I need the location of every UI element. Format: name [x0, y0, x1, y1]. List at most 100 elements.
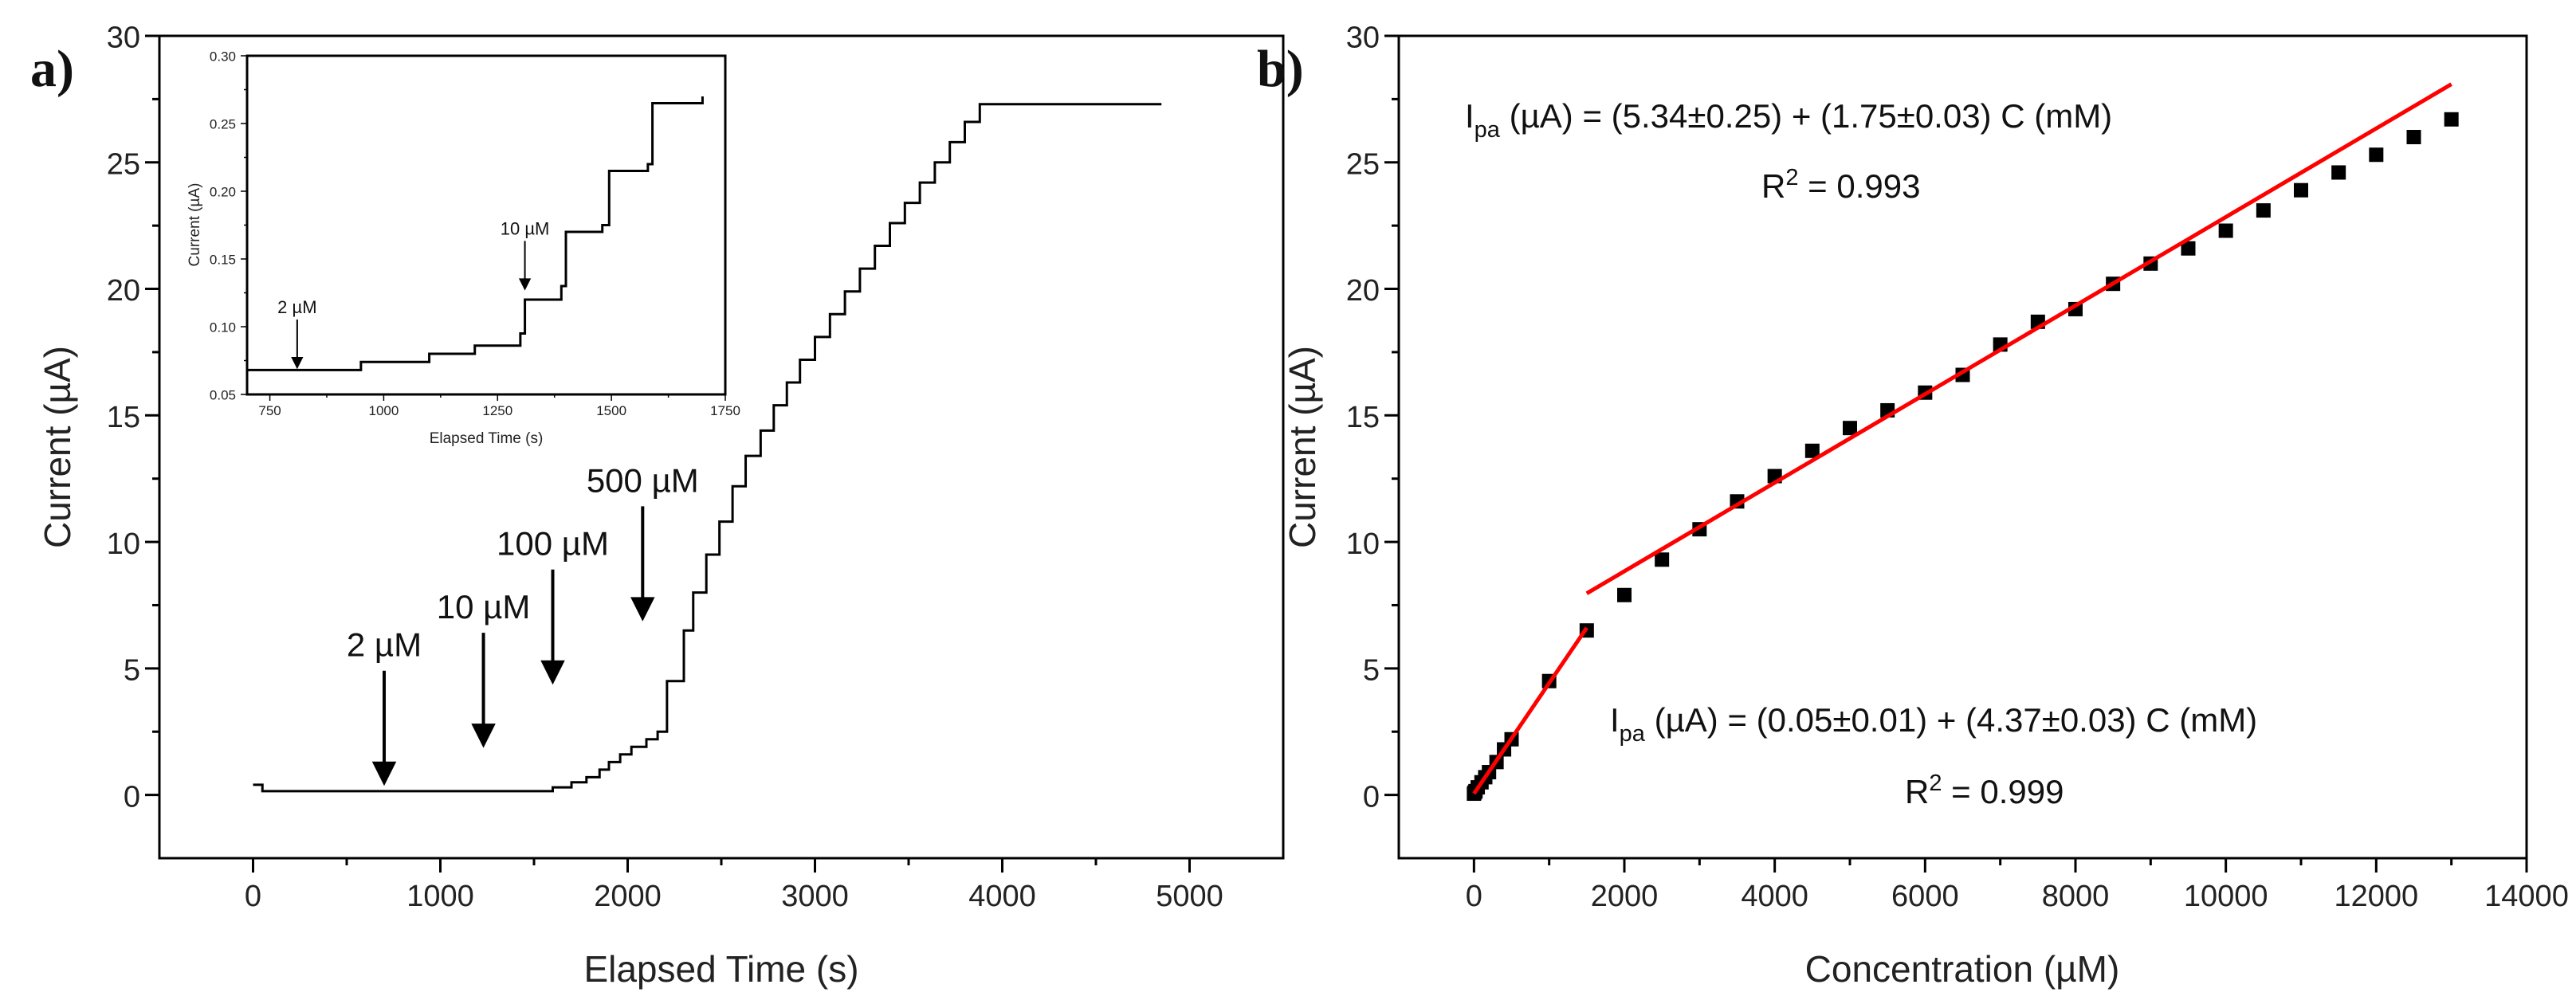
eq-high-r2-sup: 2 [1785, 165, 1798, 190]
y-tick-label-1: 5 [124, 654, 140, 688]
panel-b-data-points [1467, 112, 2459, 802]
panel-b-x-axis-label: Concentration (µM) [1805, 948, 2120, 990]
eq-high-r2-label: R [1761, 167, 1785, 205]
y-tick-label-0: 0 [124, 780, 140, 814]
data-point-31 [2331, 165, 2346, 180]
annotation-2uM-label: 2 µM [347, 626, 422, 664]
annotation-10uM: 10 µM [437, 588, 531, 748]
y-tick-label-5: 0.30 [210, 49, 236, 64]
panel-b-y-ticks: 0 5 10 15 20 25 30 [1346, 22, 1399, 814]
panel-b-frame [1397, 34, 2528, 860]
panel-b-fit-lines [1472, 82, 2452, 795]
equation-low-range: Ipa (µA) = (0.05±0.01) + (4.37±0.03) C (… [1610, 701, 2257, 810]
inset-annotation-10uM-arrow-icon [518, 241, 532, 291]
data-point-32 [2369, 147, 2384, 163]
panel-b-y-axis-label: Current (µA) [1282, 346, 1323, 548]
equation-low-range-text: Ipa (µA) = (0.05±0.01) + (4.37±0.03) C (… [1610, 701, 2257, 747]
panel-b-x-ticks: 0 2000 4000 6000 8000 10000 12000 14000 [1466, 858, 2569, 913]
inset-annotation-2uM-label: 2 µM [277, 297, 316, 317]
panel-a: a) 0 1000 2000 3000 4000 5000 0 5 10 15 20 25 30 El… [30, 22, 1285, 990]
inset-y-ticks: 0.05 0.10 0.15 0.20 0.25 0.30 [210, 49, 247, 402]
y-tick-label-6: 30 [1346, 22, 1380, 55]
inset-y-axis-label: Current (µA) [187, 183, 203, 267]
x-tick-label-4: 8000 [2042, 880, 2110, 913]
y-tick-label-0: 0.05 [210, 387, 236, 402]
inset-x-axis-label: Elapsed Time (s) [430, 430, 544, 447]
equation-high-range-text: Ipa (µA) = (5.34±0.25) + (1.75±0.03) C (… [1465, 97, 2112, 143]
data-point-29 [2256, 203, 2271, 218]
x-tick-label-5: 5000 [1156, 880, 1223, 913]
x-tick-label-2: 4000 [1741, 880, 1808, 913]
y-tick-label-2: 10 [107, 527, 140, 561]
panel-a-annotations: 2 µM 10 µM 100 µM 500 µM [347, 461, 699, 786]
data-point-17 [1804, 443, 1820, 458]
data-point-27 [2181, 241, 2196, 256]
inset-annotation-10uM-label: 10 µM [501, 218, 550, 238]
x-tick-label-4: 1750 [710, 403, 740, 418]
y-tick-label-4: 20 [1346, 274, 1380, 308]
x-tick-label-1: 2000 [1591, 880, 1659, 913]
x-tick-label-4: 4000 [968, 880, 1036, 913]
inset-current-trace [247, 96, 704, 371]
annotation-2uM-arrow-icon [371, 670, 397, 786]
x-tick-label-0: 0 [245, 880, 261, 913]
fit-line-1 [1585, 82, 2452, 595]
eq-low-sub: pa [1620, 721, 1646, 747]
x-tick-label-0: 0 [1466, 880, 1482, 913]
annotation-2uM: 2 µM [347, 626, 422, 786]
x-tick-label-1: 1000 [406, 880, 474, 913]
eq-low-lhs: I [1610, 701, 1620, 739]
inset-annotation-2uM-arrow-icon [291, 320, 304, 370]
y-tick-label-3: 0.20 [210, 184, 236, 199]
eq-high-lhs: I [1465, 97, 1475, 135]
panel-a-inset: 750 1000 1250 1500 1750 0.05 0.10 0.15 0.20 0.25… [187, 49, 740, 447]
y-tick-label-4: 20 [107, 274, 140, 308]
inset-annotation-10uM: 10 µM [501, 218, 550, 291]
y-tick-label-0: 0 [1363, 780, 1380, 814]
annotation-500uM-label: 500 µM [587, 461, 699, 499]
panel-a-current-trace [253, 103, 1162, 793]
panel-a-frame [158, 34, 1285, 860]
annotation-10uM-label: 10 µM [437, 588, 531, 626]
y-tick-label-1: 5 [1363, 654, 1380, 688]
equation-high-range: Ipa (µA) = (5.34±0.25) + (1.75±0.03) C (… [1465, 97, 2112, 205]
fit-line-0 [1472, 626, 1588, 795]
annotation-10uM-arrow-icon [471, 633, 496, 748]
panel-a-y-ticks: 0 5 10 15 20 25 30 [107, 22, 159, 814]
panel-a-y-axis-label: Current (µA) [37, 346, 78, 548]
data-point-34 [2444, 112, 2459, 127]
y-tick-label-3: 15 [1346, 401, 1380, 434]
inset-x-ticks: 750 1000 1250 1500 1750 [258, 394, 740, 418]
data-point-12 [1617, 587, 1632, 602]
panel-b-label: b) [1257, 40, 1304, 98]
annotation-100uM-arrow-icon [540, 569, 565, 685]
equation-high-range-r2: R2 = 0.993 [1761, 165, 1920, 205]
x-tick-label-5: 10000 [2184, 880, 2268, 913]
panel-b: b) 0 2000 4000 6000 8000 10000 12000 14000 0 5 10… [1257, 22, 2569, 990]
eq-low-rhs: (µA) = (0.05±0.01) + (4.37±0.03) C (mM) [1645, 701, 2257, 739]
annotation-100uM-label: 100 µM [497, 525, 609, 563]
annotation-500uM-arrow-icon [630, 506, 655, 622]
data-point-18 [1843, 421, 1857, 436]
x-tick-label-6: 12000 [2334, 880, 2418, 913]
panel-a-x-ticks: 0 1000 2000 3000 4000 5000 [245, 858, 1223, 913]
annotation-500uM: 500 µM [587, 461, 699, 622]
annotation-100uM: 100 µM [497, 525, 609, 685]
panel-a-label: a) [30, 40, 74, 98]
x-tick-label-7: 14000 [2484, 880, 2569, 913]
data-point-13 [1655, 552, 1670, 567]
data-point-28 [2218, 223, 2233, 238]
y-tick-label-2: 10 [1346, 527, 1380, 561]
eq-high-r2-value: = 0.993 [1798, 167, 1920, 205]
eq-low-r2-sup: 2 [1929, 771, 1942, 796]
y-tick-label-3: 15 [107, 401, 140, 434]
data-point-30 [2294, 182, 2308, 198]
data-point-33 [2406, 130, 2421, 145]
inset-annotation-2uM: 2 µM [277, 297, 317, 370]
x-tick-label-0: 750 [258, 403, 281, 418]
x-tick-label-3: 1500 [596, 403, 626, 418]
eq-high-rhs: (µA) = (5.34±0.25) + (1.75±0.03) C (mM) [1500, 97, 2112, 135]
y-tick-label-1: 0.10 [210, 320, 236, 335]
y-tick-label-4: 0.25 [210, 116, 236, 131]
